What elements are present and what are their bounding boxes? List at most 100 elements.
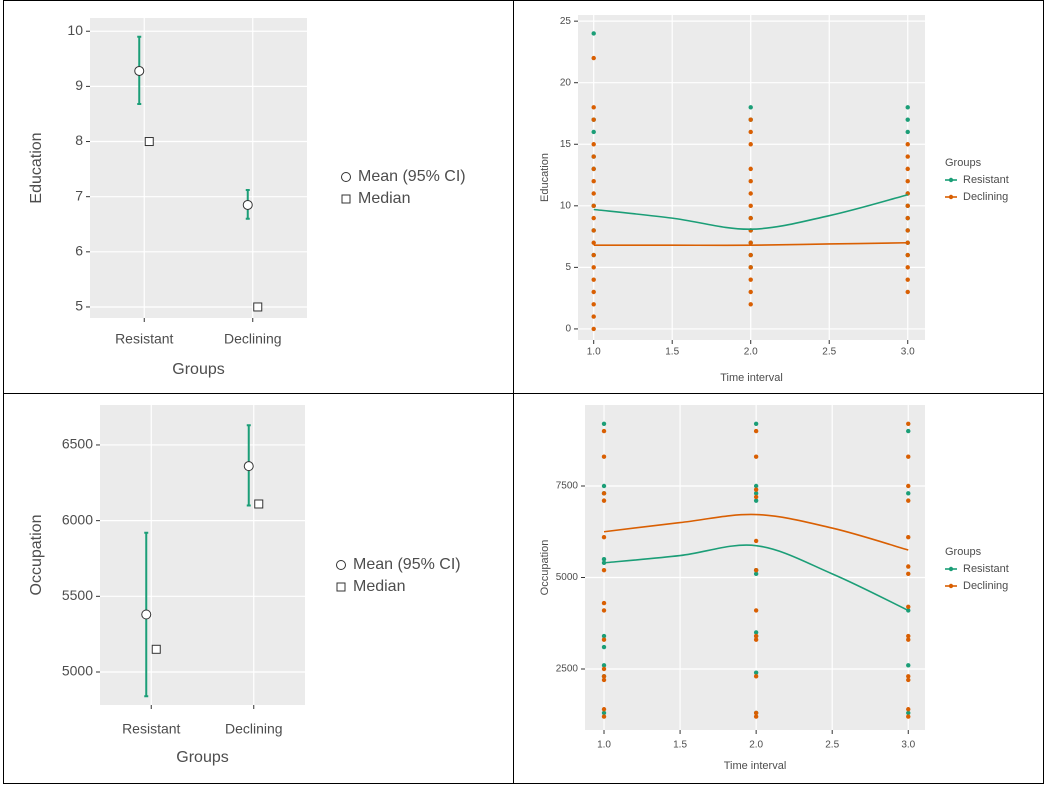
legend-label: Resistant — [963, 563, 1009, 575]
legend-symbol — [948, 566, 954, 572]
x-tick-label: 1.0 — [597, 740, 611, 751]
y-axis-title: Education — [28, 132, 45, 203]
point — [753, 714, 759, 719]
median-point — [254, 499, 264, 509]
y-axis-title: Occupation — [28, 515, 45, 596]
point — [748, 240, 753, 245]
y-tick-label: 25 — [560, 16, 572, 27]
plot-panel — [90, 18, 307, 318]
point — [601, 677, 607, 683]
point — [591, 326, 596, 332]
point — [748, 203, 753, 209]
point — [591, 314, 596, 319]
point — [748, 191, 753, 196]
x-tick-label: 3.0 — [901, 347, 915, 358]
point — [905, 142, 910, 147]
point — [601, 663, 607, 668]
y-tick-label: 5000 — [62, 663, 93, 679]
point — [591, 252, 596, 258]
x-tick-label: 1.0 — [587, 347, 601, 358]
x-tick-label: 1.5 — [673, 740, 687, 751]
point — [906, 633, 911, 639]
point — [591, 55, 596, 61]
y-tick-label: 7 — [75, 187, 83, 203]
frame — [3, 0, 1044, 784]
point — [601, 535, 607, 540]
legend-label: Mean (95% CI) — [353, 556, 461, 573]
point — [601, 567, 607, 573]
point — [753, 483, 759, 489]
point — [906, 564, 911, 569]
point — [748, 105, 753, 110]
point — [748, 129, 753, 135]
point — [753, 538, 759, 544]
y-tick-label: 15 — [560, 139, 572, 150]
point — [905, 265, 910, 270]
point — [905, 215, 910, 221]
point — [753, 498, 759, 503]
point — [591, 31, 596, 36]
point — [906, 428, 911, 434]
point — [906, 677, 911, 683]
x-tick-label: Resistant — [115, 331, 173, 347]
point — [906, 571, 911, 577]
point — [601, 491, 607, 496]
legend-symbol — [948, 583, 954, 589]
legend-symbol — [948, 177, 954, 183]
point — [591, 289, 596, 295]
x-tick-label: Declining — [224, 331, 282, 347]
median-point — [151, 644, 161, 654]
point — [748, 252, 753, 258]
legend-label: Median — [358, 190, 410, 207]
point — [601, 608, 607, 613]
point — [591, 178, 596, 184]
point — [906, 604, 911, 609]
legend-label: Median — [353, 578, 405, 595]
x-tick-label: 3.0 — [901, 740, 915, 751]
point — [906, 454, 911, 459]
point — [601, 714, 607, 719]
smooth-line — [603, 513, 909, 551]
legend-symbol — [336, 582, 346, 592]
point — [591, 265, 596, 270]
point — [753, 571, 759, 577]
point — [601, 483, 607, 489]
x-tick-label: 2.0 — [749, 740, 763, 751]
point — [906, 421, 911, 426]
y-tick-label: 7500 — [556, 481, 579, 492]
x-axis-title: Groups — [172, 361, 224, 378]
x-tick-label: Declining — [225, 721, 283, 737]
point — [905, 117, 910, 122]
point — [601, 421, 607, 426]
point — [591, 129, 596, 135]
point — [906, 491, 911, 496]
point — [906, 710, 911, 716]
point — [591, 215, 596, 221]
y-tick-label: 6500 — [62, 436, 93, 452]
point — [906, 637, 911, 642]
chart: 5000 5500 6000 6500 Occupation Groups Resistan… — [28, 405, 461, 766]
smooth-line — [603, 544, 909, 612]
point — [601, 498, 607, 503]
point — [753, 487, 759, 492]
point — [905, 228, 910, 233]
point — [601, 710, 607, 716]
point — [905, 277, 910, 282]
point — [753, 670, 759, 675]
legend-label: Declining — [963, 191, 1008, 203]
point — [905, 129, 910, 135]
point — [748, 142, 753, 147]
point — [753, 421, 759, 426]
point — [601, 556, 607, 562]
point — [591, 277, 596, 282]
x-tick-label: 2.0 — [744, 347, 758, 358]
mean-point — [141, 609, 152, 620]
point — [753, 630, 759, 635]
point — [753, 428, 759, 434]
y-tick-label: 0 — [565, 324, 571, 335]
chart: 2500 5000 7500 Occupation Time interval 1.0 1.… — [539, 405, 1009, 772]
x-axis-title: Time interval — [724, 760, 787, 772]
y-tick-label: 6 — [75, 243, 83, 259]
y-tick-label: 5000 — [556, 572, 579, 583]
